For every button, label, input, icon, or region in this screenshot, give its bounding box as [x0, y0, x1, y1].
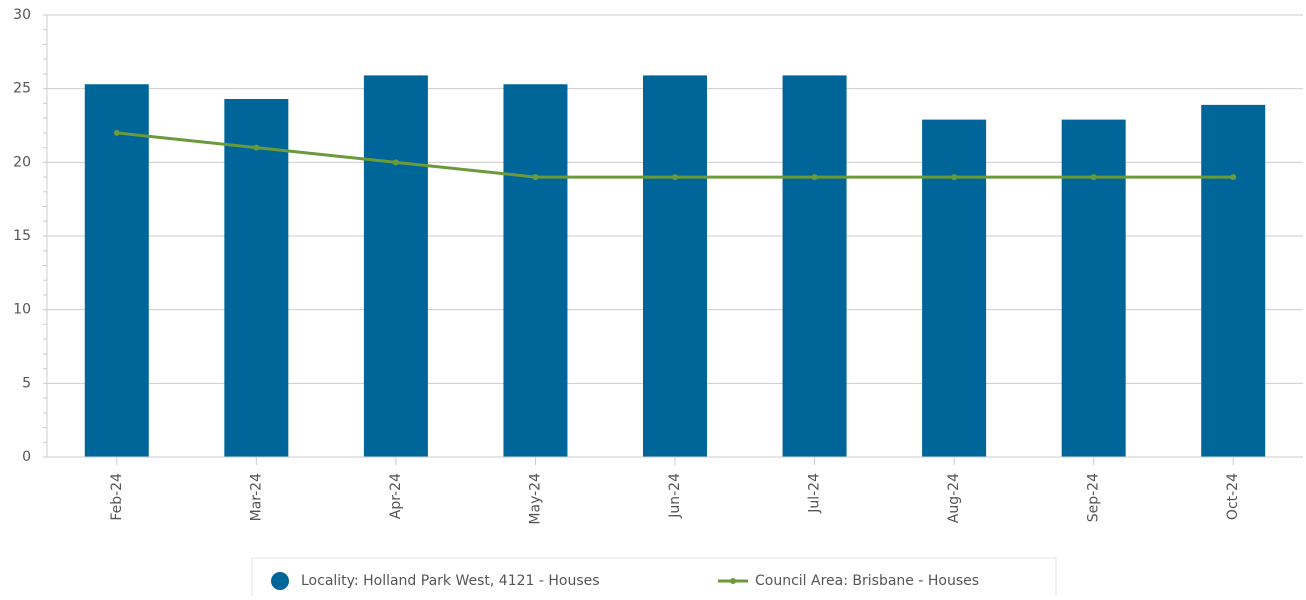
y-tick-label: 30 — [13, 7, 31, 23]
x-tick-label: Jul-24 — [807, 473, 823, 514]
bar — [922, 119, 987, 458]
point — [392, 159, 399, 166]
x-tick-label: Mar-24 — [248, 473, 264, 521]
bar — [363, 75, 428, 457]
x-tick-label: Apr-24 — [388, 473, 404, 519]
bar — [503, 84, 568, 457]
legend-label: Council Area: Brisbane - Houses — [755, 573, 979, 589]
legend-box — [251, 557, 1057, 600]
x-tick-label: Aug-24 — [946, 473, 962, 523]
x-tick-label: Sep-24 — [1086, 473, 1102, 522]
bar — [224, 98, 289, 457]
legend-marker — [730, 578, 736, 584]
legend-label: Locality: Holland Park West, 4121 - Hous… — [301, 573, 600, 589]
point — [951, 174, 958, 181]
y-tick-label: 20 — [13, 154, 31, 170]
legend-marker — [271, 572, 289, 590]
point — [532, 174, 539, 181]
point — [811, 174, 818, 181]
bar — [1201, 104, 1266, 457]
x-tick-label: Feb-24 — [109, 473, 125, 521]
point — [113, 129, 120, 136]
x-tick-label: Oct-24 — [1225, 473, 1241, 520]
x-tick-label: May-24 — [527, 473, 543, 525]
y-tick-label: 5 — [22, 375, 31, 391]
point — [1230, 174, 1237, 181]
y-tick-label: 10 — [13, 302, 31, 318]
y-tick-label: 25 — [13, 81, 31, 97]
point — [1090, 174, 1097, 181]
bar — [782, 75, 847, 457]
y-tick-label: 0 — [22, 449, 31, 465]
bar — [84, 84, 149, 457]
y-tick-label: 15 — [13, 228, 31, 244]
x-tick-label: Jun-24 — [667, 473, 683, 519]
bar — [1061, 119, 1126, 458]
bar — [643, 75, 707, 457]
point — [672, 174, 678, 181]
point — [253, 144, 260, 151]
